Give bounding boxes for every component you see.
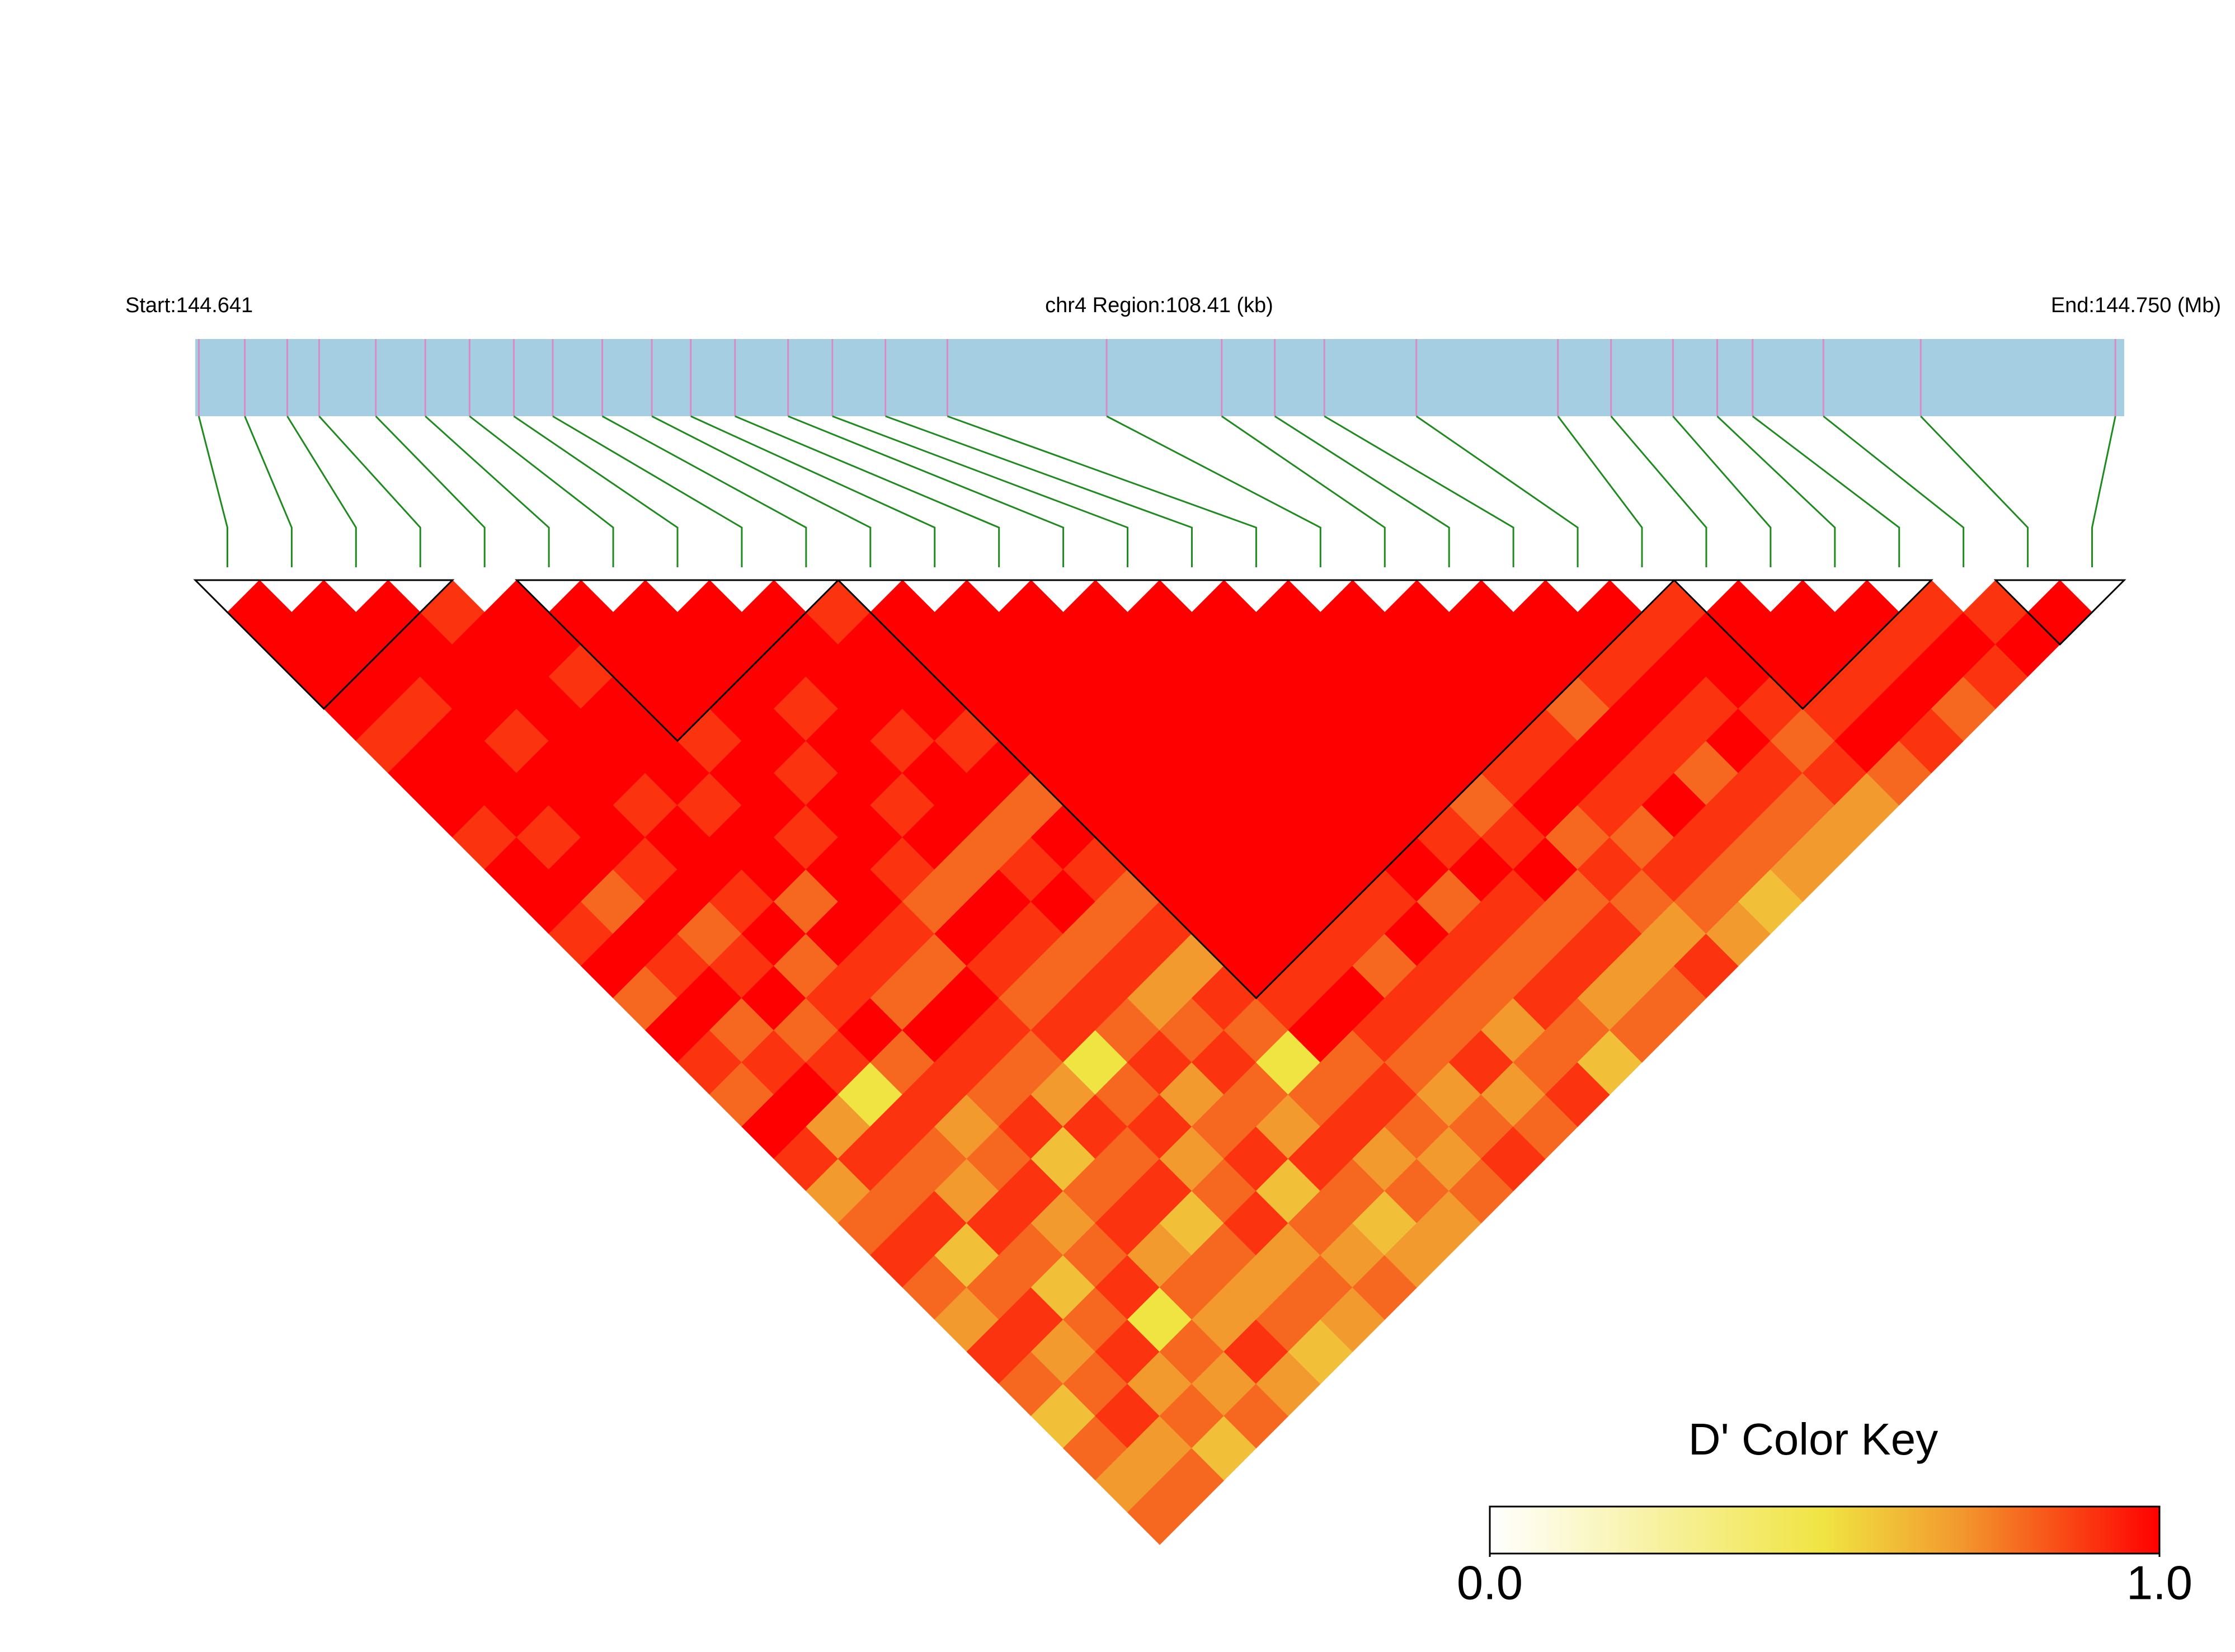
snp-connector (469, 415, 614, 567)
ld-block (1993, 579, 2126, 646)
snp-connector (885, 415, 1193, 567)
snp-connector (286, 416, 357, 567)
snp-connector (425, 415, 550, 567)
snp-connector (375, 415, 486, 567)
snp-connector (601, 415, 807, 567)
color-key (1489, 1505, 2161, 1555)
snp-connector (690, 415, 936, 567)
key-title: D' Color Key (1688, 1414, 1938, 1464)
ld-block (1672, 579, 1933, 710)
key-tick-label: 1.0 (2126, 1556, 2192, 1609)
ld-block (193, 579, 455, 710)
snp-connector (1221, 415, 1386, 567)
snp-connector (318, 415, 421, 567)
snp-connector (1752, 415, 1900, 567)
snp-connector (1920, 415, 2029, 567)
snp-connector (1672, 416, 1772, 567)
snp-connector (513, 415, 679, 567)
snp-connector (735, 415, 1000, 567)
start-label: Start:144.641 (125, 294, 253, 317)
snp-connector (1415, 415, 1579, 567)
snp-connector (2091, 416, 2116, 567)
heatmap (227, 580, 2093, 1545)
snp-connector (1610, 416, 1707, 567)
ld-block (836, 579, 1677, 1000)
snp-connector (197, 416, 228, 567)
snp-connector (244, 416, 293, 567)
snp-connector (1557, 416, 1643, 567)
end-label: End:144.750 (Mb) (2051, 294, 2221, 317)
snp-connector (651, 415, 872, 567)
snp-connector (1324, 415, 1514, 567)
snp-connector (788, 415, 1065, 567)
key-tick-label: 0.0 (1457, 1556, 1523, 1609)
snp-connector (1823, 415, 1965, 567)
chromosome-bar (195, 339, 2124, 416)
snp-connector (552, 415, 743, 567)
snp-connector (1106, 415, 1321, 567)
ld-block (515, 579, 840, 742)
snp-connector (1274, 415, 1450, 567)
region-label: chr4 Region:108.41 (kb) (1045, 294, 1273, 317)
snp-connector (947, 415, 1257, 567)
snp-connector (1716, 415, 1836, 567)
snp-connector (832, 415, 1129, 567)
